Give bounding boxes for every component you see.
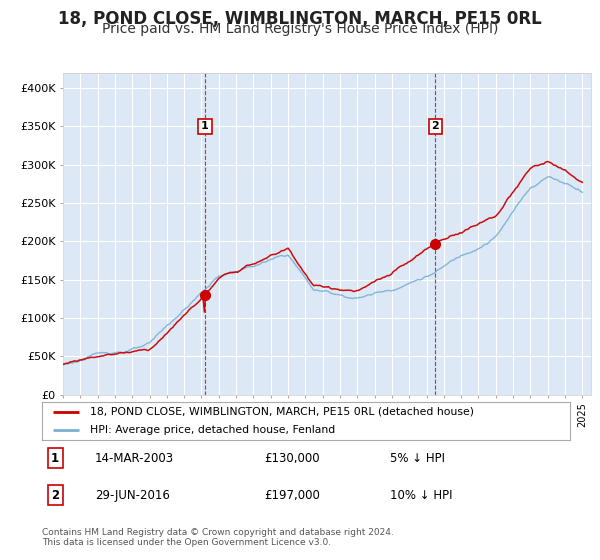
Text: 18, POND CLOSE, WIMBLINGTON, MARCH, PE15 0RL (detached house): 18, POND CLOSE, WIMBLINGTON, MARCH, PE15… [89,407,473,417]
Text: £197,000: £197,000 [264,488,320,502]
Text: 14-MAR-2003: 14-MAR-2003 [95,451,174,465]
Text: 29-JUN-2016: 29-JUN-2016 [95,488,170,502]
Text: This data is licensed under the Open Government Licence v3.0.: This data is licensed under the Open Gov… [42,538,331,547]
Text: 2: 2 [431,122,439,132]
Text: 1: 1 [51,451,59,465]
Text: Price paid vs. HM Land Registry's House Price Index (HPI): Price paid vs. HM Land Registry's House … [102,22,498,36]
Text: 18, POND CLOSE, WIMBLINGTON, MARCH, PE15 0RL: 18, POND CLOSE, WIMBLINGTON, MARCH, PE15… [58,10,542,28]
Text: 10% ↓ HPI: 10% ↓ HPI [391,488,453,502]
Text: 5% ↓ HPI: 5% ↓ HPI [391,451,445,465]
Text: HPI: Average price, detached house, Fenland: HPI: Average price, detached house, Fenl… [89,425,335,435]
Text: £130,000: £130,000 [264,451,319,465]
Text: 1: 1 [201,122,209,132]
Text: 2: 2 [51,488,59,502]
Text: Contains HM Land Registry data © Crown copyright and database right 2024.: Contains HM Land Registry data © Crown c… [42,528,394,536]
